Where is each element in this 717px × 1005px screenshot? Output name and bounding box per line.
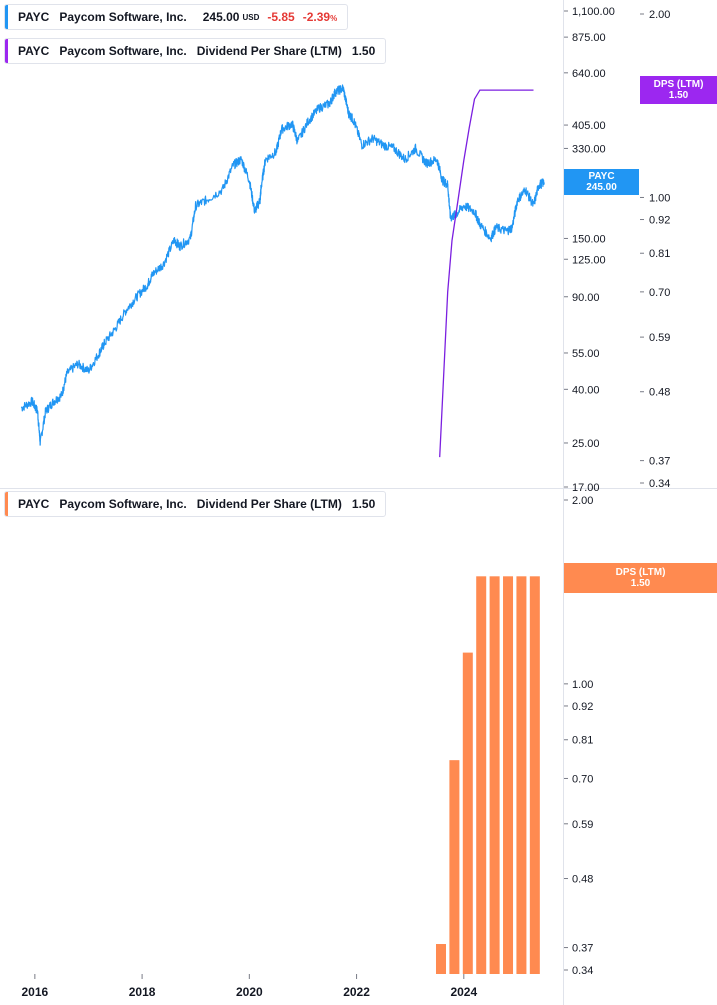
legend-swatch bbox=[5, 492, 8, 516]
dps-tag-top: DPS (LTM) 1.50 bbox=[640, 76, 717, 104]
dps-tick-label: 2.00 bbox=[572, 495, 593, 507]
dps-tick-label: 0.70 bbox=[572, 773, 593, 785]
legend-company: Paycom Software, Inc. bbox=[59, 497, 187, 511]
series-lines bbox=[20, 84, 545, 458]
dps-tick-label: 0.48 bbox=[572, 874, 593, 886]
legend-metric: Dividend Per Share (LTM) bbox=[196, 497, 342, 511]
x-tick-label: 2024 bbox=[450, 985, 477, 999]
legend-ticker: PAYC bbox=[18, 497, 50, 511]
dps-tick-label: 1.00 bbox=[572, 679, 593, 691]
price-tick-label: 40.00 bbox=[572, 384, 600, 396]
legend-currency: USD bbox=[242, 12, 260, 22]
price-tick-label: 90.00 bbox=[572, 292, 600, 304]
legend-company: Paycom Software, Inc. bbox=[59, 10, 187, 24]
legend-swatch bbox=[5, 5, 8, 29]
price-tick-label: 125.00 bbox=[572, 254, 606, 266]
legend-price: 245.00 bbox=[202, 10, 240, 24]
dps-tick-label: 0.34 bbox=[572, 965, 593, 977]
x-tick-label: 2022 bbox=[343, 985, 370, 999]
dps-bars bbox=[435, 576, 540, 974]
dps-bar bbox=[449, 760, 460, 974]
legend-ticker: PAYC bbox=[18, 44, 50, 58]
dps-legend-bottom[interactable]: PAYC Paycom Software, Inc. Dividend Per … bbox=[4, 491, 387, 517]
payc-price-tag: PAYC 245.00 bbox=[564, 169, 639, 195]
dps-bar bbox=[529, 576, 540, 974]
legend-metric: Dividend Per Share (LTM) bbox=[196, 44, 342, 58]
legend-company: Paycom Software, Inc. bbox=[59, 44, 187, 58]
dps-tick-label: 0.59 bbox=[572, 819, 593, 831]
price-tick-label: 875.00 bbox=[572, 32, 606, 44]
legend-change: -5.85 bbox=[267, 10, 295, 24]
dps-tick-label: 0.59 bbox=[649, 332, 670, 344]
price-tick-label: 330.00 bbox=[572, 143, 606, 155]
dps-tick-label: 0.92 bbox=[649, 215, 670, 227]
dps-bar bbox=[462, 652, 473, 974]
legend-value: 1.50 bbox=[351, 497, 376, 511]
x-tick-label: 2018 bbox=[129, 985, 156, 999]
dps-bar bbox=[503, 576, 514, 974]
price-tick-label: 25.00 bbox=[572, 438, 600, 450]
dps-legend-top[interactable]: PAYC Paycom Software, Inc. Dividend Per … bbox=[4, 38, 387, 64]
dps-tick-label: 0.70 bbox=[649, 287, 670, 299]
dps-tag-bottom: DPS (LTM) 1.50 bbox=[564, 563, 717, 593]
dps-tag-label: DPS (LTM) bbox=[615, 567, 666, 578]
dps-tick-label: 0.34 bbox=[649, 478, 670, 490]
legend-swatch bbox=[5, 39, 8, 63]
price-tick-label: 150.00 bbox=[572, 233, 606, 245]
dps-tick-label: 0.48 bbox=[649, 387, 670, 399]
legend-change-pct-value: -2.39 bbox=[302, 10, 331, 24]
dps-tag-value: 1.50 bbox=[630, 578, 651, 589]
payc-tag-ticker: PAYC bbox=[588, 171, 615, 182]
legend-ticker: PAYC bbox=[18, 10, 50, 24]
payc-tag-price: 245.00 bbox=[586, 182, 617, 193]
dps-bar bbox=[476, 576, 487, 974]
dps-bar bbox=[516, 576, 527, 974]
time-axis: 2016 2018 2020 2022 2024 bbox=[22, 974, 477, 999]
dps-tick-label: 0.92 bbox=[572, 701, 593, 713]
x-tick-label: 2020 bbox=[236, 985, 263, 999]
dps-bar bbox=[435, 944, 446, 974]
price-tick-label: 640.00 bbox=[572, 68, 606, 80]
x-tick-label: 2016 bbox=[22, 985, 49, 999]
price-tick-label: 405.00 bbox=[572, 120, 606, 132]
dps-tag-value: 1.50 bbox=[668, 90, 689, 101]
dps-tick-label: 2.00 bbox=[649, 9, 670, 21]
dps-bar bbox=[489, 576, 500, 974]
price-tick-label: 17.00 bbox=[572, 482, 600, 494]
dps-axis-top: 2.00 1.00 0.92 0.81 0.70 0.59 0.48 0.37 0.34 bbox=[640, 9, 670, 490]
price-axis: 1,100.00 875.00 640.00 405.00 330.00 150.00 12… bbox=[564, 6, 615, 494]
dps-axis-bottom: 2.00 1.00 0.92 0.81 0.70 0.59 0.48 0.37 0.34 bbox=[564, 495, 593, 977]
dps-tag-label: DPS (LTM) bbox=[653, 79, 704, 90]
legend-pct-sign: % bbox=[330, 14, 338, 23]
dps-tick-label: 0.37 bbox=[649, 456, 670, 468]
price-tick-label: 1,100.00 bbox=[572, 6, 615, 18]
price-tick-label: 55.00 bbox=[572, 348, 600, 360]
legend-change-pct: -2.39% bbox=[303, 10, 337, 24]
dps-tick-label: 0.81 bbox=[649, 248, 670, 260]
dps-line bbox=[439, 89, 534, 458]
price-legend[interactable]: PAYC Paycom Software, Inc. 245.00 USD -5… bbox=[4, 4, 349, 30]
dps-tick-label: 0.81 bbox=[572, 735, 593, 747]
payc-price-line bbox=[20, 84, 545, 446]
legend-value: 1.50 bbox=[351, 44, 376, 58]
dps-tick-label: 1.00 bbox=[649, 192, 670, 204]
dps-tick-label: 0.37 bbox=[572, 943, 593, 955]
